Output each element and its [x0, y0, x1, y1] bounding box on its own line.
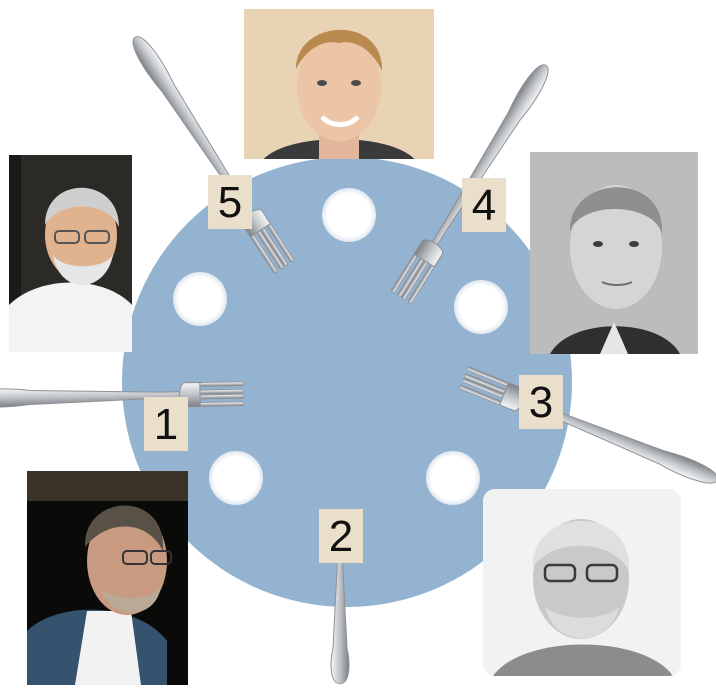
plate-lower-right — [426, 451, 480, 505]
philosopher-lower-left-portrait — [27, 471, 188, 685]
fork-label-5: 5 — [208, 175, 252, 229]
philosopher-lower-right-portrait — [483, 489, 681, 676]
fork-label-3-text: 3 — [528, 378, 554, 427]
philosopher-top-portrait — [244, 9, 434, 159]
fork-label-4: 4 — [462, 178, 506, 232]
plate-upper-right — [454, 280, 508, 334]
fork-label-5-text: 5 — [217, 178, 243, 227]
fork-label-1: 1 — [144, 397, 188, 451]
plate-upper-left — [173, 272, 227, 326]
plate-top — [322, 188, 376, 242]
plate-lower-left — [209, 451, 263, 505]
fork-label-3: 3 — [519, 375, 563, 429]
fork-label-2: 2 — [319, 509, 363, 563]
fork-label-1-text: 1 — [153, 400, 179, 449]
fork-label-4-text: 4 — [471, 181, 497, 230]
philosopher-upper-right-portrait — [530, 152, 698, 354]
fork-label-2-text: 2 — [328, 512, 354, 561]
philosopher-upper-left-portrait — [9, 155, 132, 352]
